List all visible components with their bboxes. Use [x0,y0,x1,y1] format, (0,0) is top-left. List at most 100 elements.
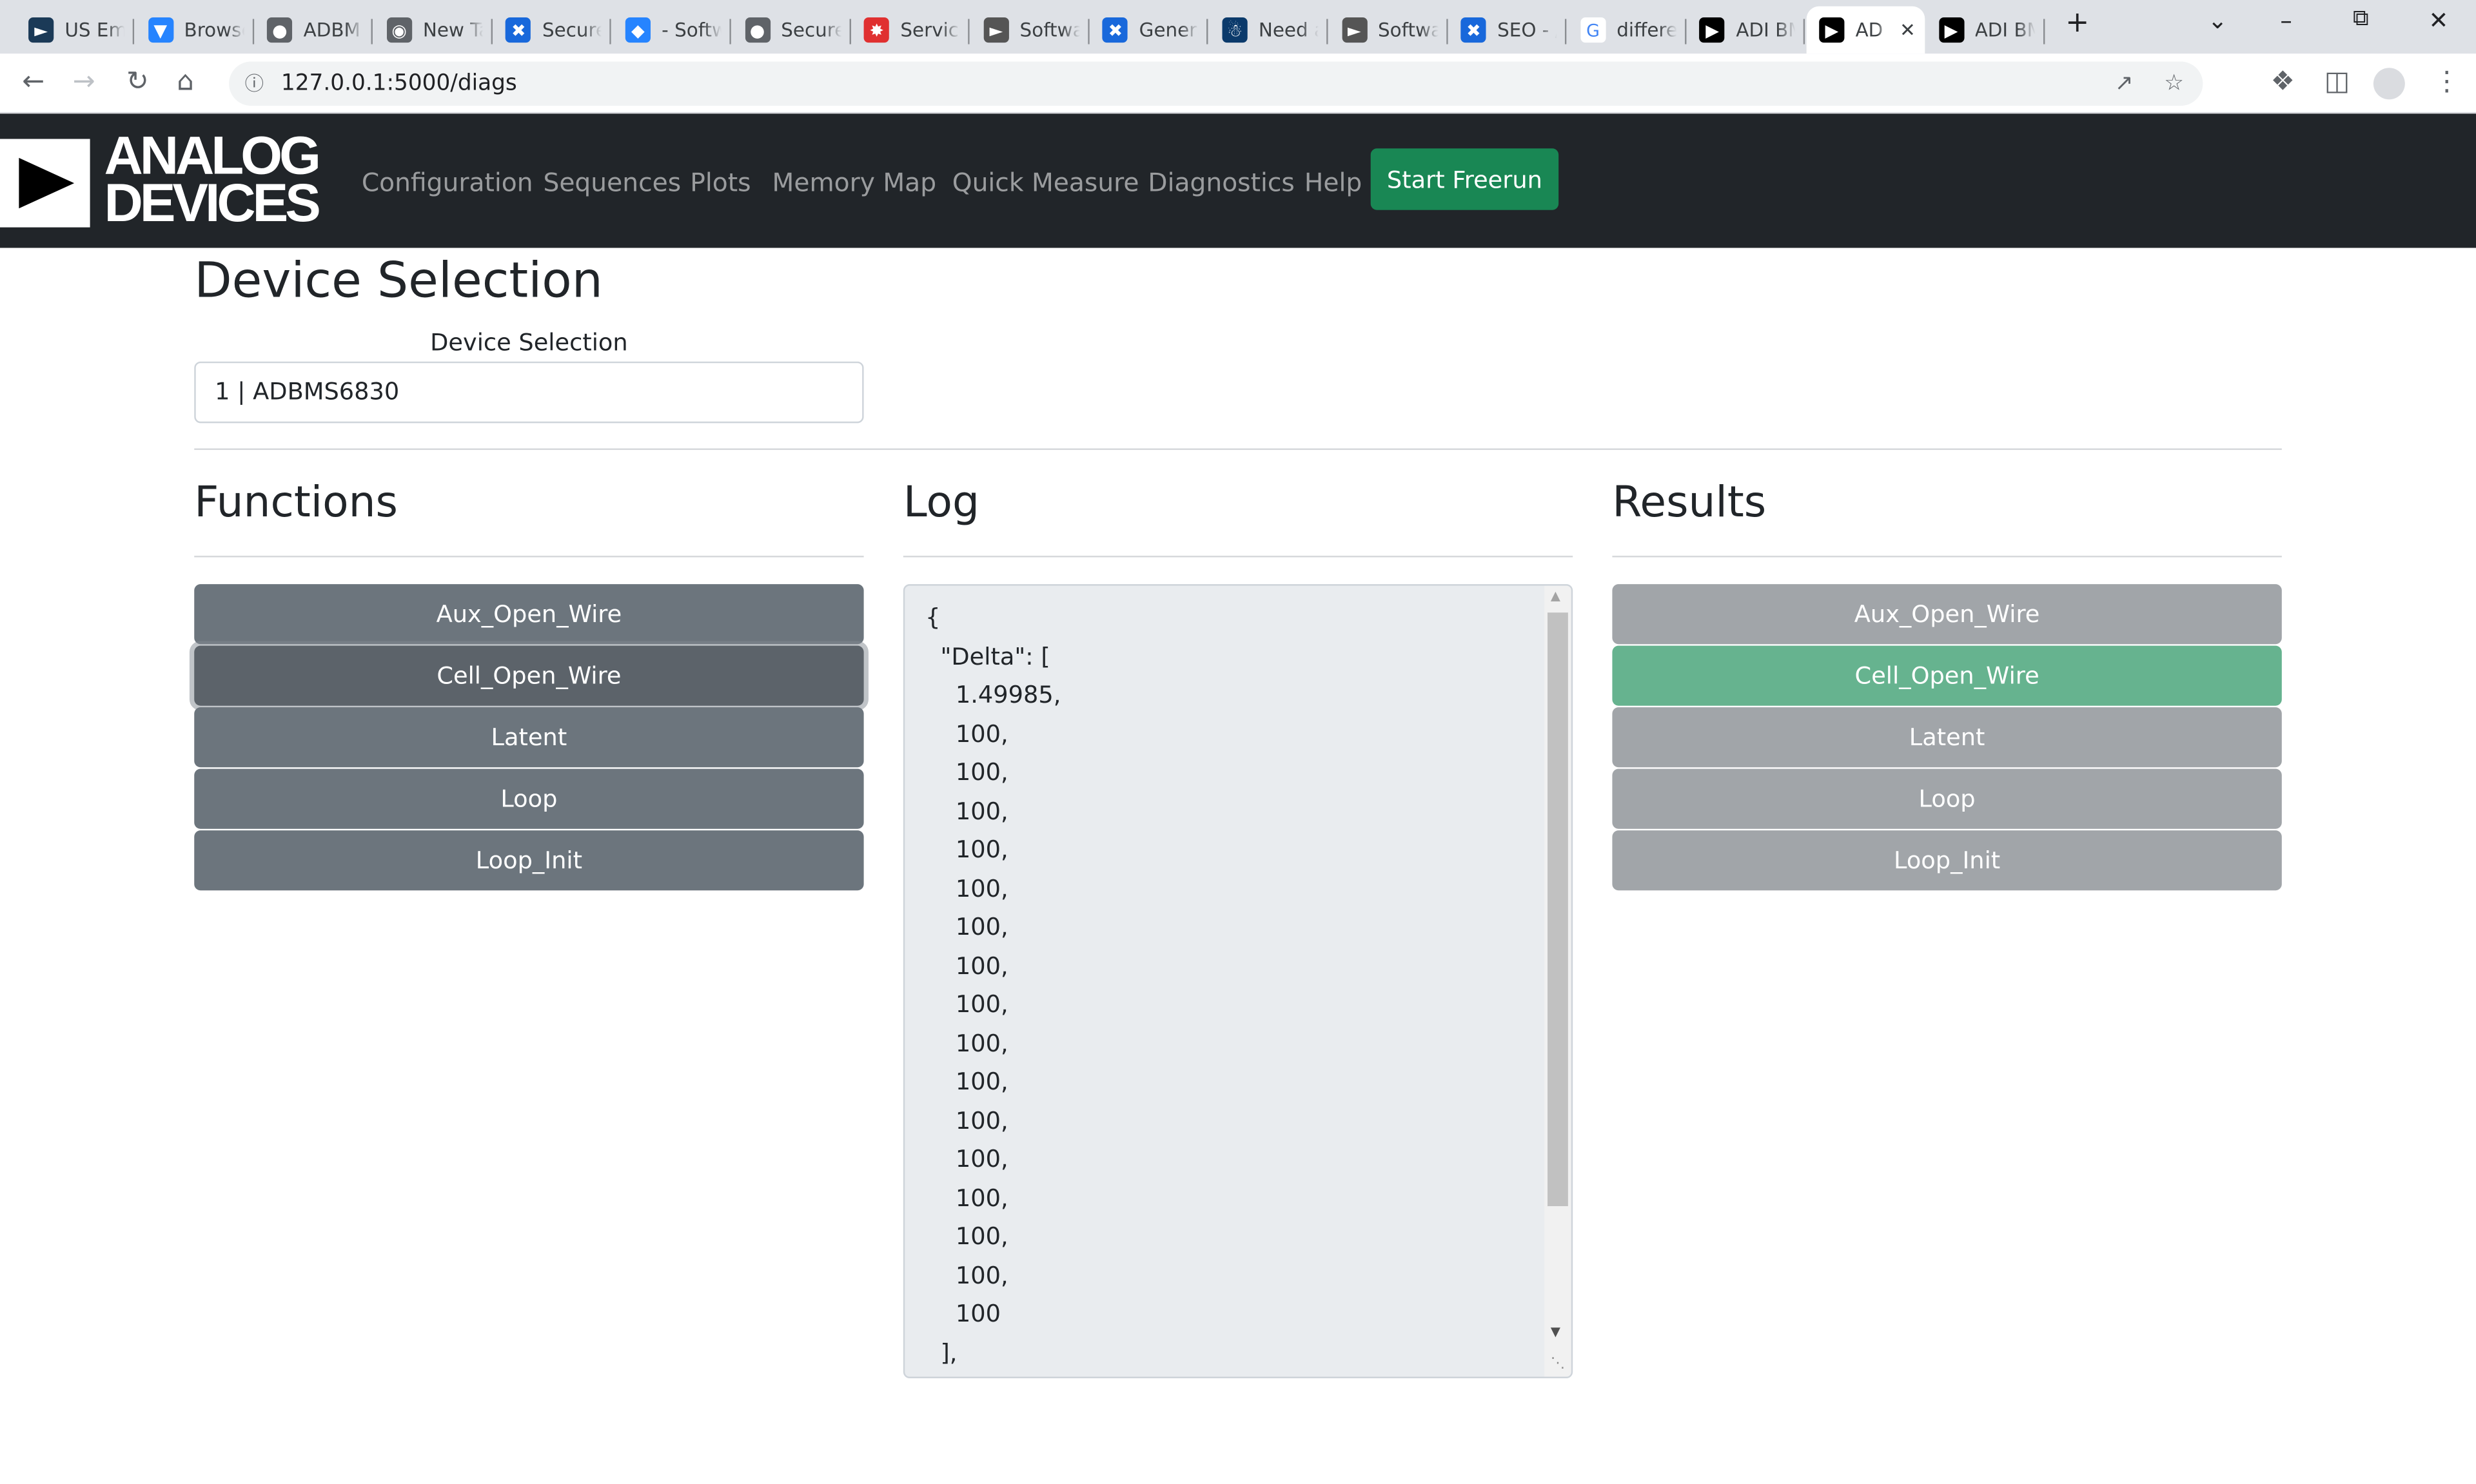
info-icon[interactable]: ⓘ [244,72,264,95]
function-loop-init-button[interactable]: Loop_Init [194,830,864,891]
device-select[interactable]: 1 | ADBMS6830 [194,361,864,424]
play-icon: ▶ [1700,17,1725,43]
logo-text: ANALOG DEVICES [104,126,321,234]
tab-separator [132,19,135,44]
tab-title: Secure [542,19,603,41]
logo-triangle-icon [19,157,75,209]
browser-tab[interactable]: ◉ New Ta [374,6,493,54]
close-window-icon[interactable]: ✕ [2428,6,2449,35]
confluence-icon: ✖ [1103,17,1128,43]
tab-separator [1206,19,1209,44]
tab-separator [491,19,493,44]
reload-icon[interactable]: ↻ [126,66,149,98]
nav-quick-measure[interactable]: Quick Measure [952,167,1139,198]
browser-tab[interactable]: ▼ Browse [135,6,254,54]
function-latent-button[interactable]: Latent [194,707,864,768]
tab-separator [1565,19,1567,44]
chrome-icon: ◉ [386,17,412,43]
tab-title: Browse [184,19,244,41]
restore-icon[interactable]: ⧉ [2353,6,2369,32]
divider [194,556,864,558]
adi-icon: ► [28,17,54,43]
tab-separator [729,19,731,44]
menu-icon[interactable]: ⋮ [2433,66,2461,98]
functions-heading: Functions [194,478,398,527]
log-scrollbar[interactable]: ▲ ▼ ⋱ [1544,585,1571,1377]
analog-devices-logo[interactable] [0,139,90,228]
browser-tab[interactable]: ● ADBM [255,6,373,54]
browser-tab[interactable]: ✸ Service [851,6,970,54]
close-tab-icon[interactable]: ✕ [1900,19,1916,41]
nav-sequences[interactable]: Sequences [543,167,682,198]
adi-icon: ► [1341,17,1367,43]
tab-title: - Softw [662,19,722,41]
function-aux-open-wire-button[interactable]: Aux_Open_Wire [194,584,864,645]
resize-handle-icon[interactable]: ⋱ [1550,1356,1565,1372]
browser-tab[interactable]: ☃ Need a [1210,6,1328,54]
adi-icon: ► [983,17,1009,43]
tab-title: SEO - / [1497,19,1558,41]
tab-title: Softwa [1377,19,1439,41]
tab-title: ADI BM [1974,19,2035,41]
result-latent[interactable]: Latent [1612,707,2282,768]
scroll-down-icon[interactable]: ▼ [1550,1324,1560,1339]
bookmark-star-icon[interactable]: ☆ [2164,71,2184,97]
divider [903,556,1573,558]
forward-icon[interactable]: → [72,66,95,98]
tab-title: New Ta [422,19,483,41]
function-loop-button[interactable]: Loop [194,768,864,829]
browser-tab[interactable]: ▶ AD ✕ [1806,6,1925,54]
browser-tab[interactable]: ► Softwa [1329,6,1448,54]
tab-title: Genera [1139,19,1199,41]
nav-diagnostics[interactable]: Diagnostics [1148,167,1295,198]
browser-tab[interactable]: ▶ ADI BM [1687,6,1806,54]
divider [194,448,2282,450]
home-icon[interactable]: ⌂ [177,66,194,98]
tab-separator [1087,19,1090,44]
browser-tab[interactable]: ► US Em [15,6,135,54]
nav-help[interactable]: Help [1304,167,1362,198]
navbar: ANALOG DEVICES Configuration Sequences Pl… [0,113,2476,248]
browser-tab[interactable]: ◆ - Softw [613,6,731,54]
minimize-icon[interactable]: – [2280,6,2292,35]
new-tab-icon[interactable]: + [2065,6,2090,40]
tab-separator [371,19,373,44]
profile-avatar[interactable] [2373,68,2405,100]
tab-title: Softwa [1019,19,1080,41]
nav-configuration[interactable]: Configuration [361,167,533,198]
google-icon: G [1580,17,1606,43]
function-cell-open-wire-button[interactable]: Cell_Open_Wire [194,645,864,706]
tab-separator [2043,19,2045,44]
scroll-up-icon[interactable]: ▲ [1550,589,1560,603]
url-text: 127.0.0.1:5000/diags [280,71,517,97]
log-textarea[interactable]: { "Delta": [ 1.49985, 100, 100, 100, 100… [903,584,1573,1378]
page-title: Device Selection [194,252,603,310]
tab-separator [1326,19,1328,44]
browser-tab[interactable]: ✖ SEO - / [1448,6,1567,54]
globe-icon: ● [267,17,293,43]
browser-tab[interactable]: ► Softwa [971,6,1090,54]
start-freerun-button[interactable]: Start Freerun [1370,148,1559,210]
browser-tab[interactable]: ✖ Secure [493,6,612,54]
scrollbar-thumb[interactable] [1548,612,1568,1207]
address-bar-row: ← → ↻ ⌂ ⓘ 127.0.0.1:5000/diags ↗ ☆ ❖ ◫ ⋮ [0,54,2476,114]
result-loop[interactable]: Loop [1612,768,2282,829]
nav-plots[interactable]: Plots [690,167,751,198]
tab-separator [968,19,970,44]
side-panel-icon[interactable]: ◫ [2324,66,2350,98]
nav-memory-map[interactable]: Memory Map [772,167,937,198]
back-icon[interactable]: ← [22,66,45,98]
browser-tab-strip: ► US Em ▼ Browse ● ADBM ◉ New Ta ✖ Secure ◆ - Softw… [0,0,2476,54]
browser-tab[interactable]: ▶ ADI BM [1926,6,2045,54]
share-icon[interactable]: ↗ [2114,71,2134,97]
result-loop-init[interactable]: Loop_Init [1612,830,2282,891]
tab-search-icon[interactable]: ⌄ [2207,6,2228,35]
url-input[interactable]: ⓘ 127.0.0.1:5000/diags ↗ ☆ [229,61,2203,106]
result-cell-open-wire[interactable]: Cell_Open_Wire [1612,645,2282,706]
browser-tab[interactable]: ✖ Genera [1090,6,1209,54]
browser-tab[interactable]: ● Secure [732,6,851,54]
tab-title: Need a [1258,19,1319,41]
result-aux-open-wire[interactable]: Aux_Open_Wire [1612,584,2282,645]
extensions-icon[interactable]: ❖ [2270,66,2295,98]
